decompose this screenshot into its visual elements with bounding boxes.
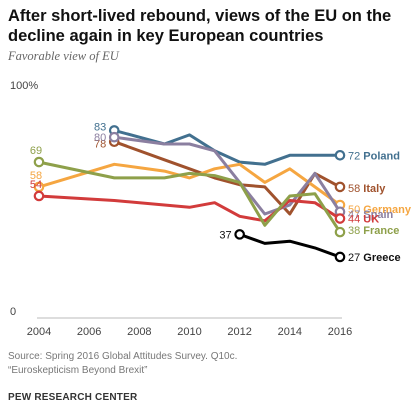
chart-axes: 2004 2006 2008 2010 2012 2014 2016 0 100% xyxy=(10,80,352,338)
series-start-label-uk: 54 xyxy=(30,179,42,191)
series-end-label-italy: 58 Italy xyxy=(348,183,386,195)
x-tick-label: 2006 xyxy=(77,326,101,338)
series-name-spain: Spain xyxy=(363,209,393,221)
series-line-greece xyxy=(238,232,342,259)
x-tick-label: 2014 xyxy=(278,326,302,338)
series-line-france xyxy=(37,160,342,234)
series-end-label-poland: 72 Poland xyxy=(348,150,400,162)
chart-notes: Source: Spring 2016 Global Attitudes Sur… xyxy=(8,350,237,378)
series-point-uk xyxy=(334,213,346,224)
chart-series-lines xyxy=(33,125,346,263)
series-point-greece xyxy=(234,229,245,240)
series-name-greece: Greece xyxy=(363,252,400,264)
series-point-france xyxy=(334,226,346,238)
series-name-italy: Italy xyxy=(363,183,386,195)
series-end-label-france: 38 France xyxy=(348,225,399,237)
series-end-label-germany: 50 Germany xyxy=(348,204,412,216)
x-tick-label: 2004 xyxy=(27,326,51,338)
series-start-label-germany: 58 xyxy=(30,170,42,182)
report-note: “Euroskepticism Beyond Brexit” xyxy=(8,365,148,376)
y-tick-label: 0 xyxy=(10,306,16,318)
series-point-uk xyxy=(33,190,45,202)
x-tick-label: 2010 xyxy=(177,326,201,338)
series-name-poland: Poland xyxy=(363,150,400,162)
chart-title: After short-lived rebound, views of the … xyxy=(8,7,392,45)
series-start-label-france: 69 xyxy=(30,145,42,157)
series-name-uk: UK xyxy=(363,214,379,226)
y-tick-label: 100% xyxy=(10,80,38,92)
x-tick-label: 2008 xyxy=(127,326,151,338)
series-end-label-greece: 27 Greece xyxy=(348,252,401,264)
x-tick-label: 2016 xyxy=(328,326,352,338)
series-point-italy xyxy=(334,181,346,193)
source-note: Source: Spring 2016 Global Attitudes Sur… xyxy=(8,351,238,362)
series-start-label-poland: 83 xyxy=(94,121,106,133)
series-line-poland xyxy=(112,128,342,166)
series-name-germany: Germany xyxy=(363,204,412,216)
series-line-uk xyxy=(37,194,342,223)
publisher-footer: PEW RESEARCH CENTER xyxy=(8,392,138,403)
series-point-france xyxy=(33,156,45,168)
series-start-label-italy: 78 xyxy=(94,139,106,151)
series-end-label-spain: 47 Spain xyxy=(348,209,394,221)
series-point-spain xyxy=(108,131,120,143)
series-end-label-uk: 44 UK xyxy=(348,214,379,226)
series-start-label-spain: 80 xyxy=(94,132,106,144)
series-point-poland xyxy=(334,149,346,161)
series-point-greece xyxy=(334,251,346,263)
chart-series-labels: 83 72 Poland 78 58 Italy 58 50 Germany 80 47 Sp… xyxy=(30,121,412,264)
line-chart: 2004 2006 2008 2010 2012 2014 2016 0 100% 83 72 P… xyxy=(10,80,412,338)
series-name-france: France xyxy=(363,225,399,237)
x-tick-label: 2012 xyxy=(227,326,251,338)
series-start-label-greece: 37 xyxy=(219,229,231,241)
chart-subtitle: Favorable view of EU xyxy=(8,49,119,63)
